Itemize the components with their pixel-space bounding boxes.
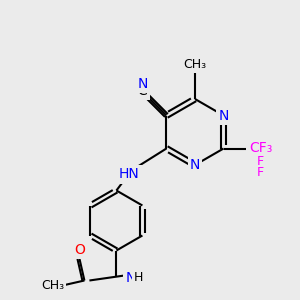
Text: CH₃: CH₃ (183, 58, 207, 71)
Text: HN: HN (119, 167, 140, 182)
Text: CF₃: CF₃ (249, 142, 272, 155)
Text: N: N (138, 77, 148, 91)
Text: O: O (74, 242, 85, 256)
Text: F: F (257, 155, 264, 168)
Text: H: H (134, 271, 143, 284)
Text: N: N (218, 109, 229, 122)
Text: C: C (138, 84, 148, 98)
Text: F: F (257, 166, 264, 179)
Text: CH₃: CH₃ (41, 279, 64, 292)
Text: N: N (125, 271, 136, 284)
Text: N: N (190, 158, 200, 172)
